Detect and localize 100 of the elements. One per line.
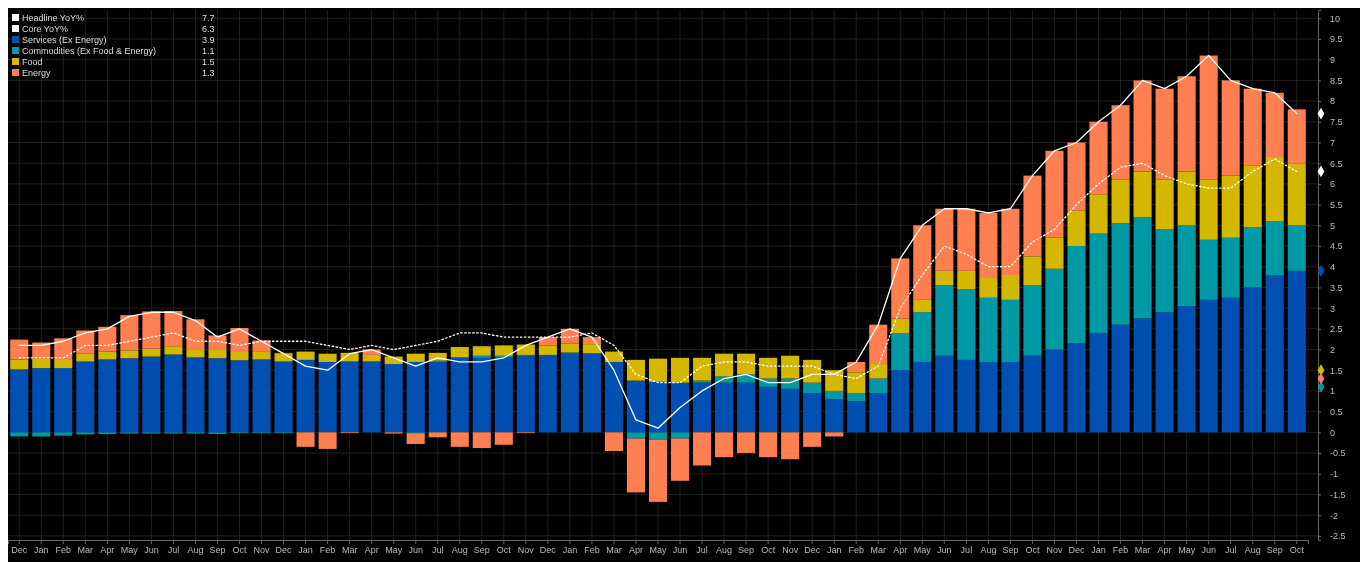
bar — [164, 346, 183, 355]
bar — [1155, 179, 1174, 230]
x-tick-label: May — [385, 545, 403, 556]
bar — [1133, 318, 1152, 433]
bar — [693, 380, 712, 383]
annotation: 1.1 — [202, 46, 215, 56]
bar — [648, 358, 668, 382]
x-tick-label: Apr — [1157, 545, 1172, 556]
bar — [759, 432, 778, 458]
bar — [671, 432, 690, 439]
bar — [979, 277, 998, 298]
bar — [516, 355, 535, 433]
bar — [186, 349, 205, 358]
bar — [1001, 299, 1020, 362]
bar — [1045, 237, 1064, 269]
bar — [208, 358, 227, 433]
bar — [1243, 165, 1262, 228]
bar — [781, 432, 800, 460]
bar — [869, 324, 888, 365]
bar — [362, 354, 381, 362]
bar — [1265, 92, 1284, 157]
x-tick-label: Dec — [275, 545, 293, 556]
y-tick-label: -2 — [1330, 510, 1339, 521]
bar — [1287, 225, 1306, 271]
bar — [1089, 233, 1108, 333]
bar — [1265, 275, 1284, 433]
bar — [1001, 208, 1020, 275]
bar — [120, 358, 139, 433]
bar — [869, 393, 888, 433]
bar — [957, 208, 976, 271]
bar — [1221, 80, 1240, 176]
bar — [825, 399, 844, 433]
bar — [340, 361, 359, 433]
bar — [1023, 355, 1042, 433]
bar — [1111, 105, 1130, 180]
bar — [186, 357, 205, 433]
bar — [737, 382, 756, 433]
bar — [803, 359, 822, 383]
bar — [1287, 109, 1306, 164]
bar — [582, 344, 601, 354]
bar — [671, 382, 690, 433]
x-tick-label: Jan — [826, 545, 842, 556]
x-tick-label: Jun — [937, 545, 952, 556]
bar — [1001, 275, 1020, 300]
bar — [803, 432, 822, 447]
bar — [869, 378, 888, 394]
bar — [737, 353, 756, 375]
bar — [296, 351, 315, 360]
x-tick-label: Aug — [980, 545, 997, 556]
x-tick-label: Jan — [1091, 545, 1106, 556]
bar — [626, 359, 645, 381]
bar — [54, 338, 73, 360]
bar — [1045, 150, 1064, 238]
bar — [1221, 297, 1240, 433]
bar — [1111, 179, 1130, 224]
y-tick-label: 3 — [1330, 303, 1336, 314]
bar — [318, 432, 337, 449]
bar — [450, 357, 469, 433]
bar — [560, 353, 579, 433]
bar — [957, 289, 976, 360]
bar — [274, 353, 293, 362]
legend-label: Headline YoY% — [22, 13, 85, 23]
bar — [1067, 142, 1086, 211]
annotation: 1.5 — [202, 57, 215, 67]
y-tick-label: 3.5 — [1330, 282, 1343, 293]
bar — [803, 382, 822, 394]
bar — [252, 359, 271, 433]
bar — [759, 357, 778, 379]
bar — [54, 368, 73, 433]
annotation: 1.3 — [202, 68, 215, 78]
bar — [648, 381, 668, 433]
bar — [230, 352, 249, 361]
bar — [472, 346, 491, 356]
y-tick-label: 1.5 — [1330, 365, 1343, 376]
y-tick-label: 7.5 — [1330, 117, 1343, 128]
x-tick-label: Aug — [1244, 545, 1261, 556]
bar — [693, 382, 712, 433]
bar — [164, 311, 183, 347]
x-tick-label: Jul — [696, 545, 708, 556]
bar — [1199, 55, 1218, 180]
bar — [825, 390, 844, 400]
y-tick-label: -1.5 — [1330, 489, 1346, 500]
bar — [935, 208, 954, 271]
bar — [781, 388, 800, 433]
bar — [648, 432, 668, 440]
bar — [406, 353, 425, 362]
annotation: 3.9 — [202, 35, 215, 45]
bar — [318, 353, 337, 362]
bar — [847, 372, 866, 394]
x-tick-label: Jul — [1224, 545, 1237, 556]
bar — [1089, 332, 1108, 433]
bar — [604, 432, 623, 451]
bar — [935, 285, 954, 356]
x-tick-label: Apr — [628, 545, 643, 556]
bar — [1243, 88, 1262, 166]
bar — [1133, 80, 1152, 172]
bar — [891, 332, 910, 371]
bar — [1023, 285, 1042, 356]
bar — [1199, 239, 1218, 300]
bar — [1243, 287, 1262, 433]
